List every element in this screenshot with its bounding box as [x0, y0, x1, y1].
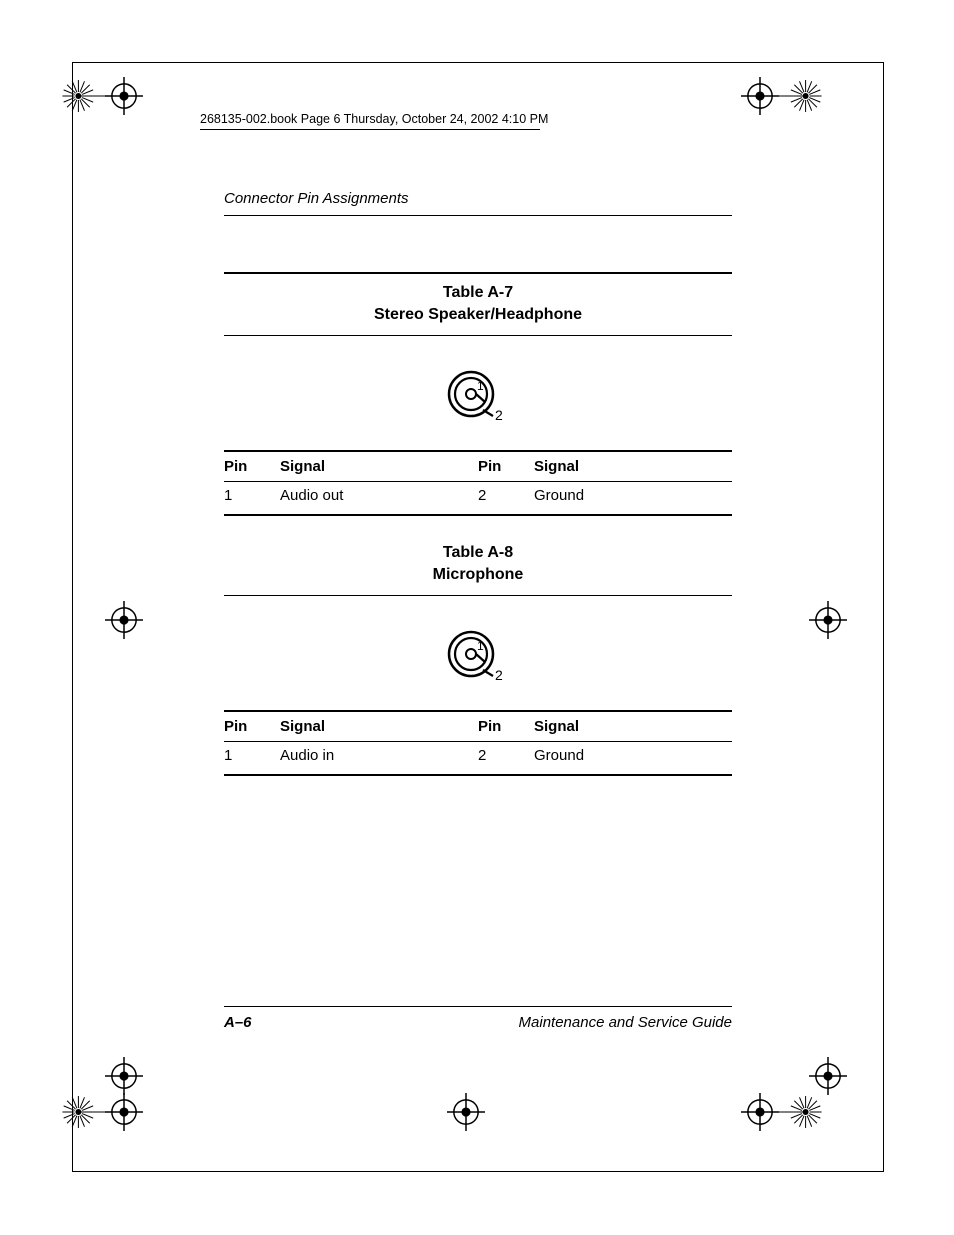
table-a7-bottom-rule [224, 514, 732, 516]
jack-inner-label: 1 [477, 639, 484, 653]
table-a8-header-row: Pin Signal Pin Signal [224, 712, 732, 741]
section-header: Connector Pin Assignments [224, 190, 732, 207]
table-a8-jack-diagram: 1 2 [224, 596, 732, 710]
th-signal-2: Signal [534, 452, 732, 481]
table-a7-heading: Table A-7 Stereo Speaker/Headphone [224, 274, 732, 335]
th-pin-2: Pin [478, 452, 534, 481]
cell-pin-2: 2 [478, 482, 534, 514]
jack-outer-label: 2 [495, 407, 503, 422]
cell-signal-1: Audio in [280, 742, 478, 774]
cell-pin-1: 1 [224, 482, 280, 514]
table-a8-heading: Table A-8 Microphone [224, 534, 732, 595]
table-a8: Table A-8 Microphone 1 2 Pin Signal Pin … [224, 534, 732, 776]
th-pin-2: Pin [478, 712, 534, 741]
guide-title: Maintenance and Service Guide [519, 1007, 732, 1031]
crop-mark-underline [200, 129, 540, 130]
table-a8-number: Table A-8 [443, 544, 513, 561]
cell-signal-2: Ground [534, 742, 732, 774]
th-signal-2: Signal [534, 712, 732, 741]
table-a7-row: 1 Audio out 2 Ground [224, 482, 732, 514]
page-number: A–6 [224, 1007, 252, 1031]
cell-signal-1: Audio out [280, 482, 478, 514]
table-a7-title: Stereo Speaker/Headphone [374, 306, 582, 323]
jack-inner-label: 1 [477, 379, 484, 393]
th-signal-1: Signal [280, 452, 478, 481]
cell-pin-1: 1 [224, 742, 280, 774]
cell-signal-2: Ground [534, 482, 732, 514]
table-a7-data: Pin Signal Pin Signal 1 Audio out 2 Grou… [224, 452, 732, 514]
content-area: Connector Pin Assignments Table A-7 Ster… [224, 190, 732, 776]
section-header-rule [224, 215, 732, 216]
table-a8-data: Pin Signal Pin Signal 1 Audio in 2 Groun… [224, 712, 732, 774]
th-signal-1: Signal [280, 712, 478, 741]
table-a7-number: Table A-7 [443, 284, 513, 301]
table-a7-header-row: Pin Signal Pin Signal [224, 452, 732, 481]
jack-outer-label: 2 [495, 667, 503, 682]
crop-mark-text: 268135-002.book Page 6 Thursday, October… [200, 112, 548, 126]
table-a7: Table A-7 Stereo Speaker/Headphone 1 2 P… [224, 272, 732, 516]
table-a8-bottom-rule [224, 774, 732, 776]
th-pin-1: Pin [224, 712, 280, 741]
page-footer: A–6 Maintenance and Service Guide [224, 1006, 732, 1031]
table-a7-jack-diagram: 1 2 [224, 336, 732, 450]
table-a8-row: 1 Audio in 2 Ground [224, 742, 732, 774]
th-pin-1: Pin [224, 452, 280, 481]
table-a8-title: Microphone [433, 566, 524, 583]
cell-pin-2: 2 [478, 742, 534, 774]
